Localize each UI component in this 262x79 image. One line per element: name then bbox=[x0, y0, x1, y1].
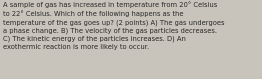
Text: A sample of gas has increased in temperature from 20° Celsius
to 22° Celsius. Wh: A sample of gas has increased in tempera… bbox=[3, 2, 224, 50]
